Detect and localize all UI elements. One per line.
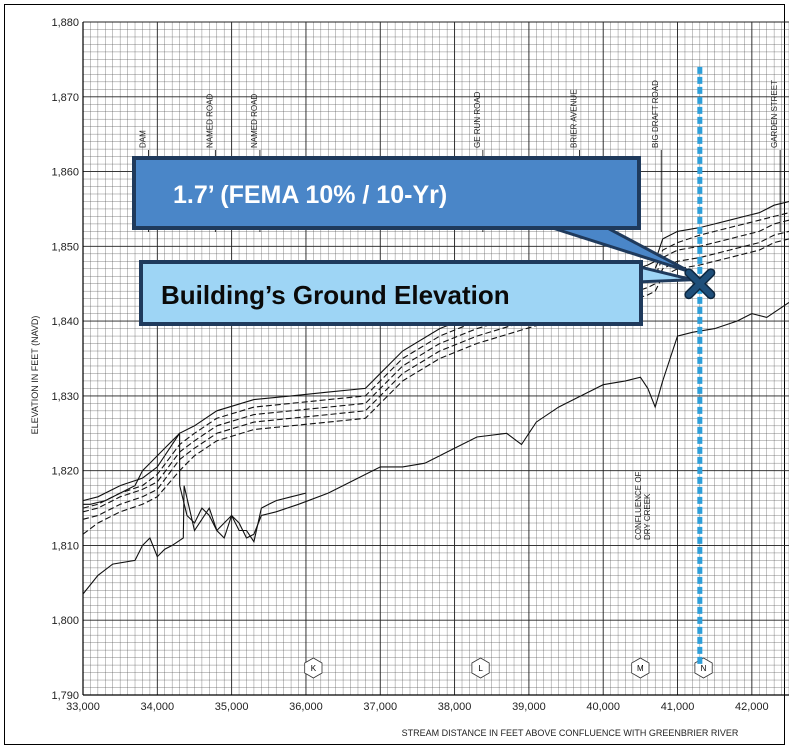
x-mark-stroke (685, 269, 714, 298)
y-tick-label: 1,840 (51, 316, 79, 328)
x-tick-label: 37,000 (363, 701, 397, 713)
section-marker-label: K (311, 664, 317, 673)
y-tick-label: 1,790 (51, 690, 79, 702)
callout-ground-elevation: Building’s Ground Elevation (139, 260, 693, 326)
road-label: DAM (138, 130, 147, 148)
y-tick-label: 1,830 (51, 391, 79, 403)
profile-line (82, 301, 789, 595)
section-marker-label: N (701, 664, 707, 673)
section-marker-label: L (478, 664, 483, 673)
road-label: BIG DRAFT ROAD (651, 80, 660, 148)
x-axis-label: STREAM DISTANCE IN FEET ABOVE CONFLUENCE… (402, 728, 739, 738)
road-label: BRIER AVENUE (569, 89, 578, 148)
x-tick-labels: 33,000 34,000 35,000 36,000 37,000 38,000 39,0… (66, 701, 768, 713)
section-marker-hexagon (631, 657, 650, 679)
confluence-label: CONFLUENCE OF (634, 471, 643, 540)
y-tick-label: 1,810 (51, 540, 79, 552)
callout-top-text: 1.7’ (FEMA 10% / 10-Yr) (173, 181, 447, 209)
y-axis-label: ELEVATION IN FEET (NAVD) (30, 316, 40, 435)
callout-flood-depth: 1.7’ (FEMA 10% / 10-Yr) (132, 156, 691, 274)
y-tick-label: 1,880 (51, 17, 79, 29)
x-tick-label: 36,000 (289, 701, 323, 713)
minor-grid (82, 21, 789, 696)
section-markers: K L M N (304, 657, 713, 679)
road-label: GARDEN STREET (770, 80, 779, 148)
y-tick-label: 1,870 (51, 92, 79, 104)
x-tick-label: 42,000 (735, 701, 769, 713)
confluence-label: DRY CREEK (643, 493, 652, 540)
callout-box-bottom (139, 260, 643, 326)
callout-box-top (132, 156, 641, 230)
profile-line (82, 238, 789, 535)
x-tick-label: 35,000 (215, 701, 249, 713)
section-marker-hexagon (471, 657, 490, 679)
road-label: NAMED ROAD (250, 94, 259, 148)
y-tick-labels: 1,790 1,800 1,810 1,820 1,830 1,840 1,850 1,860… (51, 17, 79, 702)
x-tick-label: 41,000 (661, 701, 695, 713)
section-marker-hexagon (304, 657, 323, 679)
x-tick-label: 38,000 (438, 701, 472, 713)
y-tick-label: 1,850 (51, 241, 79, 253)
profile-line (82, 230, 789, 520)
section-marker-label: M (637, 664, 644, 673)
y-tick-label: 1,860 (51, 167, 79, 179)
building-marker-icon (684, 268, 716, 300)
x-tick-label: 39,000 (512, 701, 546, 713)
y-tick-label: 1,800 (51, 615, 79, 627)
road-label: GE RUN ROAD (473, 91, 482, 148)
x-tick-label: 33,000 (66, 701, 100, 713)
y-tick-label: 1,820 (51, 466, 79, 478)
callout-bottom-text: Building’s Ground Elevation (161, 280, 510, 310)
figure-border (4, 4, 785, 745)
x-tick-label: 34,000 (140, 701, 174, 713)
x-tick-label: 40,000 (586, 701, 620, 713)
axes (82, 22, 789, 696)
road-label: NAMED ROAD (205, 94, 214, 148)
